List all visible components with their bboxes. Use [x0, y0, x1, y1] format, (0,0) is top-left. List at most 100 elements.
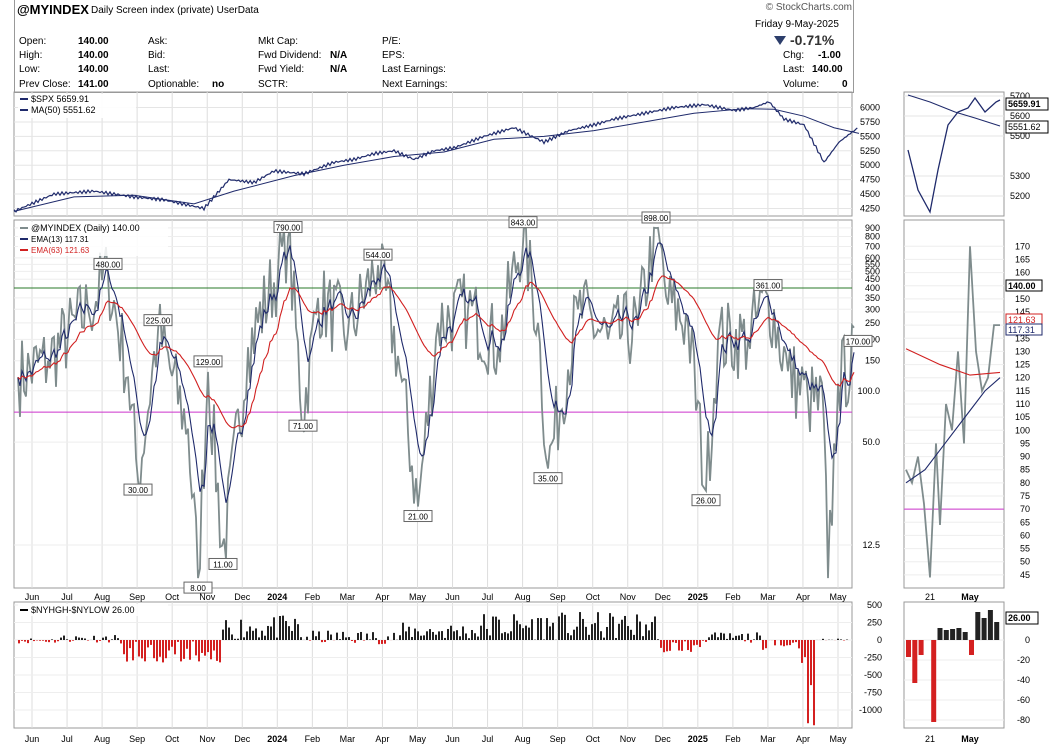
x-tick-label: Sep	[550, 592, 566, 602]
histogram-bar	[471, 629, 473, 640]
x-tick-label: Oct	[165, 592, 180, 602]
histogram-bar	[552, 622, 554, 640]
x-tick-label: 2025	[688, 592, 708, 602]
histogram-bar	[594, 623, 596, 640]
histogram-bar	[504, 632, 506, 640]
x-tick-label: Jun	[445, 734, 460, 744]
y-tick-label: 95	[1020, 438, 1030, 448]
y-tick-label: 110	[1016, 399, 1030, 409]
histogram-bar	[600, 631, 602, 640]
histogram-bar	[804, 640, 806, 658]
histogram-bar	[795, 640, 797, 643]
histogram-bar	[807, 640, 809, 724]
histogram-bar	[447, 628, 449, 640]
histogram-bar	[732, 637, 734, 640]
y-tick-label: 80	[1020, 478, 1030, 488]
histogram-bar	[489, 635, 491, 640]
right-label-box	[1005, 97, 1049, 111]
histogram-bar	[837, 638, 839, 640]
histogram-bar	[438, 631, 440, 640]
histogram-bar	[813, 640, 815, 726]
histogram-bar	[735, 635, 737, 640]
annotation-box	[691, 494, 721, 507]
histogram-bar	[201, 640, 203, 653]
histogram-bar	[540, 618, 542, 640]
field-label: Bid:	[148, 50, 166, 61]
histogram-bar	[78, 637, 80, 640]
histogram-bar	[375, 638, 377, 640]
myindex-price-line	[17, 226, 855, 579]
histogram-bar	[528, 627, 530, 640]
y-tick-label: 85	[1020, 465, 1030, 475]
histogram-bar	[726, 638, 728, 640]
histogram-bar	[360, 631, 362, 640]
x-tick-label: Nov	[620, 592, 637, 602]
histogram-bar	[72, 640, 74, 641]
y-tick-label: -20	[1017, 655, 1030, 665]
histogram-bar	[840, 639, 842, 640]
spx-panel	[13, 91, 853, 217]
histogram-bar	[189, 640, 191, 660]
histogram-bar	[783, 640, 785, 647]
annotation-box	[193, 355, 223, 368]
histogram-bar	[51, 639, 53, 640]
x-tick-label: Dec	[234, 592, 251, 602]
x-tick-label: May	[961, 592, 979, 602]
field-label: Prev Close:	[19, 79, 71, 90]
histogram-bar	[444, 637, 446, 640]
histogram-bar	[39, 640, 41, 641]
histogram-bar	[402, 622, 404, 640]
histogram-bar	[465, 633, 467, 640]
histogram-bar	[213, 640, 215, 651]
histogram-bar	[69, 640, 71, 642]
histogram-bar	[651, 622, 653, 640]
y-tick-label: 0	[1025, 635, 1030, 645]
histogram-bar	[417, 631, 419, 640]
field-label: Low:	[19, 64, 41, 75]
percent-change: -0.71%	[774, 32, 834, 48]
histogram-bar	[369, 639, 371, 640]
field-label: Fwd Dividend:	[258, 50, 322, 61]
histogram-bar	[994, 622, 1000, 640]
x-tick-label: Jun	[445, 592, 460, 602]
y-tick-label: 100.0	[857, 386, 880, 396]
histogram-bar	[162, 640, 164, 663]
histogram-bar	[234, 638, 236, 640]
y-tick-label: 450	[865, 274, 880, 284]
legend-entry: EMA(13) 117.31	[31, 235, 89, 244]
histogram-bar	[480, 625, 482, 640]
x-tick-label: Aug	[94, 592, 110, 602]
histogram-bar	[411, 636, 413, 640]
x-tick-label: Aug	[515, 592, 531, 602]
histogram-bar	[666, 640, 668, 652]
histogram-bar	[765, 640, 767, 649]
y-tick-label: 75	[1020, 491, 1030, 501]
y-tick-label: 400	[865, 283, 880, 293]
histogram-bar	[663, 640, 665, 653]
histogram-bar	[633, 634, 635, 640]
histogram-bar	[615, 637, 617, 640]
histogram-bar	[468, 638, 470, 640]
histogram-bar	[699, 640, 701, 648]
histogram-bar	[183, 640, 185, 659]
annotation-box	[208, 557, 238, 570]
y-tick-label: 70	[1020, 504, 1030, 514]
histogram-bar	[690, 640, 692, 652]
right-value-label: 140.00	[1008, 281, 1036, 291]
histogram-bar	[453, 631, 455, 640]
field-label: Last:	[148, 64, 170, 75]
right-value-label: 117.31	[1008, 325, 1035, 335]
right-value-label: 5551.62	[1008, 122, 1041, 132]
y-tick-label: 4500	[860, 189, 880, 199]
right-label-box	[1005, 279, 1043, 292]
histogram-bar	[648, 630, 650, 640]
field-label: Chg:	[783, 50, 805, 61]
annotation-box	[403, 510, 433, 523]
annotation-label: 129.00	[196, 358, 221, 367]
histogram-bar	[696, 640, 698, 645]
x-tick-label: Mar	[340, 734, 356, 744]
y-tick-label: 160	[1015, 268, 1030, 278]
histogram-bar	[96, 640, 98, 643]
histogram-bar	[354, 640, 356, 643]
annotation-label: 26.00	[696, 497, 717, 506]
